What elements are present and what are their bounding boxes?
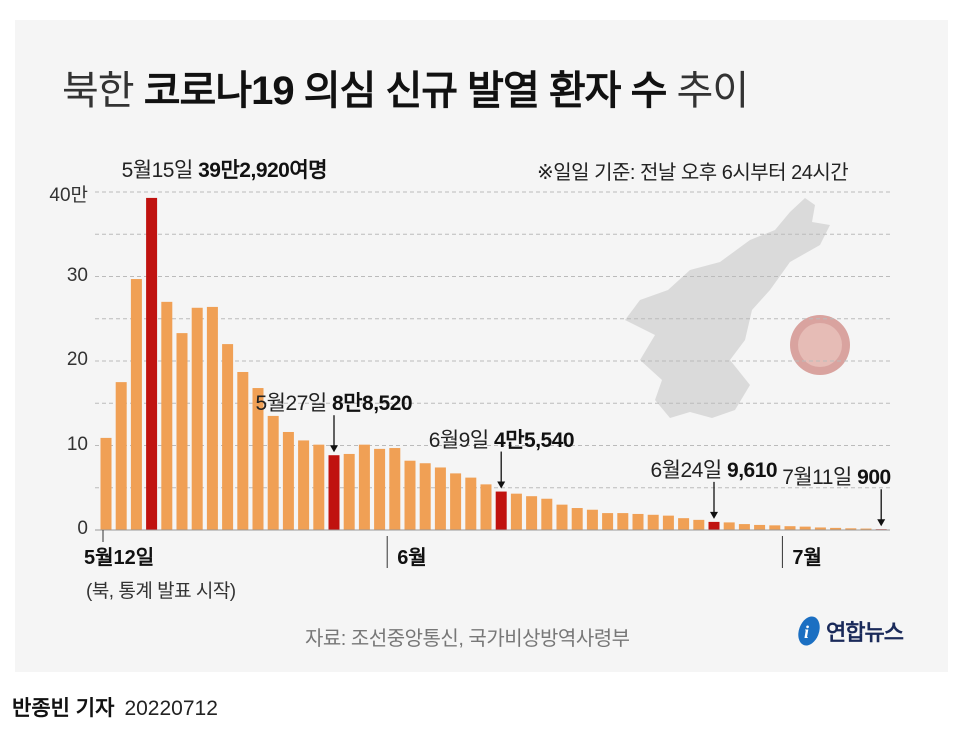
bar [860,528,872,530]
annotation: 6월9일 4만5,540 [428,428,575,452]
byline: 반종빈 기자 20220712 [12,697,218,720]
bar [465,477,477,530]
bar [495,491,507,530]
bar [784,526,796,530]
bar [769,525,781,530]
bar [434,467,446,530]
arrow-head [710,511,718,519]
bar [298,440,310,530]
bar [313,444,325,530]
bar [602,513,614,530]
month-label: 6월 [397,547,427,569]
annotation: 7월11일 900 [782,466,891,490]
bar [282,431,294,530]
bar [526,496,538,530]
bar [389,448,401,530]
bar [556,504,568,530]
bar [693,519,705,530]
y-tick-label: 40만 [49,185,88,206]
logo-icon: i [798,616,820,646]
y-tick-label: 10 [66,433,88,455]
arrow-head [497,481,506,489]
bar [647,514,659,530]
x-start-sublabel: (북, 통계 발표 시작) [86,581,236,602]
bar [419,463,431,530]
basis-note: ※일일 기준: 전날 오후 6시부터 24시간 [537,162,849,184]
bar [161,301,173,530]
decoration [625,198,850,418]
bar [541,498,553,530]
month-label: 7월 [792,547,822,569]
bar [176,333,188,530]
bar [267,415,279,530]
bar [206,306,218,530]
bar [358,444,370,530]
bar [146,197,158,531]
chart-title: 북한 코로나19 의심 신규 발열 환자 수 추이 [62,69,749,113]
bar [723,522,735,530]
bar [328,455,340,530]
bar [510,493,522,530]
bar [343,453,355,530]
bar [586,509,598,530]
bar [708,521,720,530]
bar [754,524,766,530]
y-tick-label: 0 [77,518,88,539]
bar [480,484,492,530]
bar [130,279,142,530]
svg-text:i: i [804,622,809,642]
annotation: 5월27일 8만8,520 [255,392,413,416]
annotation: 6월24일 9,610 [650,458,778,482]
bar [222,344,234,530]
arrow-head [877,519,886,527]
bar [404,460,416,530]
bar [830,527,842,530]
bar [571,508,583,530]
bar [617,513,629,530]
bar [100,437,112,530]
bar [799,526,811,530]
north-korea-map [625,198,830,418]
y-tick-label: 30 [66,264,88,286]
annotation: 5월15일 39만2,920여명 [121,158,328,182]
bar [374,448,386,530]
x-start-label: 5월12일 [84,547,155,569]
y-tick-label: 20 [66,349,88,370]
bar [632,513,644,530]
arrow-head [330,445,338,453]
virus-icon [790,315,850,375]
bar [191,307,203,530]
bar [252,388,264,530]
bar [814,527,826,530]
bar [678,518,690,530]
bar [738,524,750,530]
source-note: 자료: 조선중앙통신, 국가비상방역사령부 [305,628,630,650]
bar [662,515,674,530]
bar [845,528,857,530]
bar [115,382,127,530]
yonhap-logo: i 연합뉴스 [796,614,904,648]
bar [450,473,462,530]
bar [237,371,249,530]
